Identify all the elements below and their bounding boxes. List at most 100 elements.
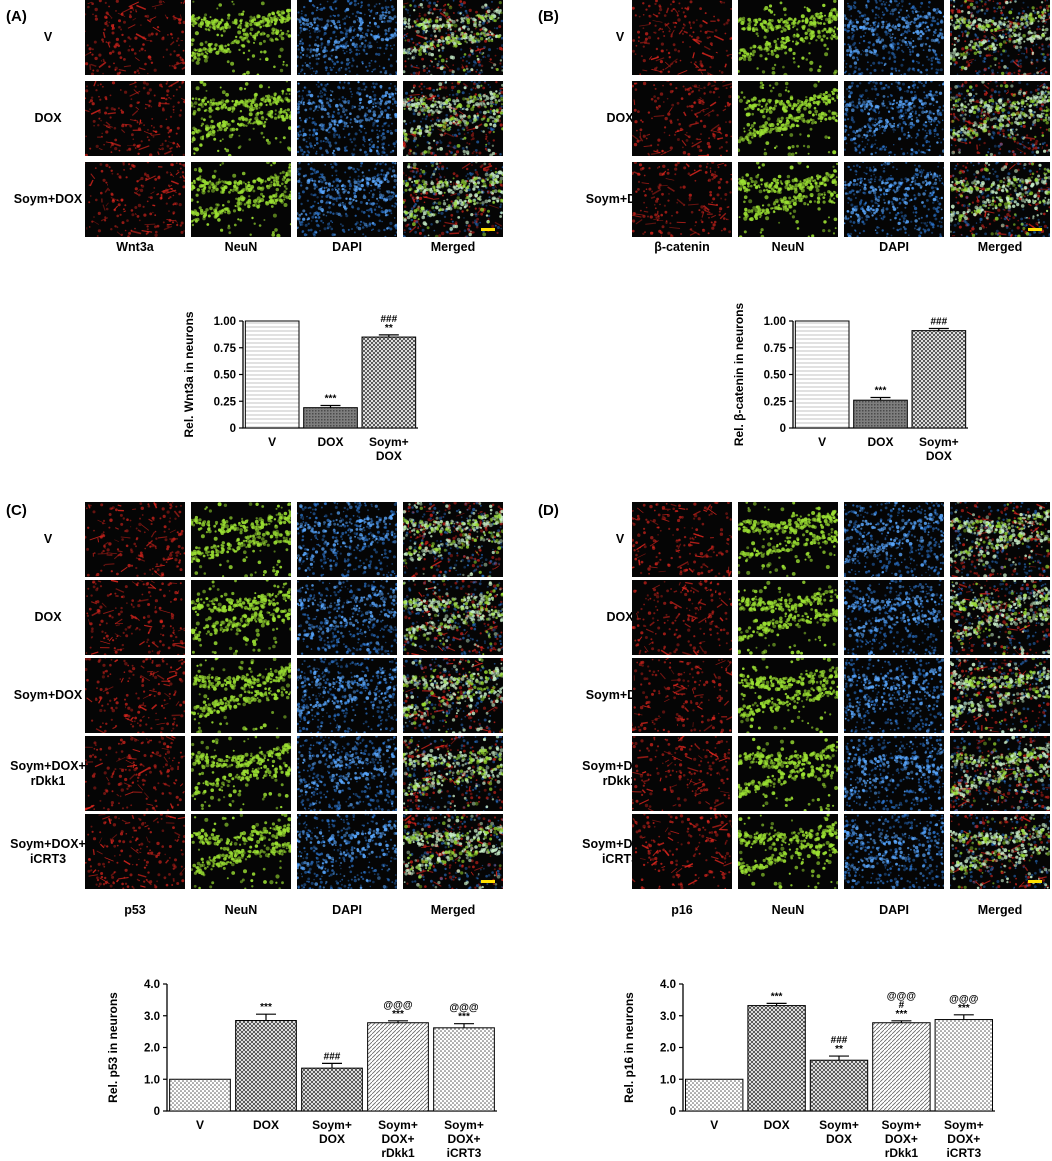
column-label: DAPI <box>297 240 397 254</box>
category-label: V <box>818 435 826 449</box>
category-label: Soym+ <box>882 1118 922 1132</box>
significance-label: ### <box>380 314 397 325</box>
error-bar <box>928 327 949 331</box>
category-label: DOX <box>317 435 343 449</box>
dapi-channel-image <box>844 502 944 577</box>
marker-channel-image <box>632 658 732 733</box>
y-tick-label: 0.50 <box>764 370 786 382</box>
category-label: DOX <box>319 1132 345 1146</box>
y-axis-label: Rel. Wnt3a in neurons <box>182 311 196 437</box>
column-label: p53 <box>85 903 185 917</box>
bar <box>934 1019 994 1112</box>
bar <box>911 330 967 429</box>
column-label: Merged <box>950 903 1050 917</box>
error-bar <box>953 1014 974 1020</box>
neun-channel-image <box>191 736 291 811</box>
row-label: DOX <box>575 610 665 625</box>
marker-channel-image <box>632 0 732 75</box>
category-label: DOX+ <box>447 1132 480 1146</box>
marker-channel-image <box>85 81 185 156</box>
error-bar <box>766 1002 787 1006</box>
category-label: iCRT3 <box>946 1146 981 1160</box>
y-tick-label: 4.0 <box>660 979 676 991</box>
row-label: Soym+DOX <box>3 192 93 207</box>
row-label: Soym+DOX+ rDkk1 <box>3 759 93 789</box>
dapi-channel-image <box>297 736 397 811</box>
error-bar <box>891 1020 912 1023</box>
neun-channel-image <box>738 580 838 655</box>
row-label: V <box>575 30 665 45</box>
bar <box>433 1027 495 1112</box>
panel-letter: (B) <box>538 8 559 25</box>
marker-channel-image <box>85 736 185 811</box>
dapi-channel-image <box>297 0 397 75</box>
bar-chart-svg: 0 1.0 2.0 3.0 4.0 Rel. p16 in neurons V *** DOX #… <box>622 979 995 1160</box>
category-label: Soym+ <box>312 1118 352 1132</box>
significance-label: @@@ <box>949 994 979 1005</box>
marker-channel-image <box>85 162 185 237</box>
marker-channel-image <box>85 658 185 733</box>
column-label: Merged <box>403 240 503 254</box>
error-bar <box>388 1020 408 1023</box>
y-tick-label: 1.0 <box>144 1074 160 1086</box>
category-label: DOX <box>253 1118 279 1132</box>
category-label: DOX+ <box>885 1132 918 1146</box>
significance-label: *** <box>260 1002 272 1013</box>
merged-image <box>403 580 503 655</box>
marker-channel-image <box>632 580 732 655</box>
dapi-channel-image <box>844 81 944 156</box>
significance-label: @@@ <box>383 1000 413 1011</box>
neun-channel-image <box>191 81 291 156</box>
column-label: NeuN <box>191 903 291 917</box>
y-tick-label: 1.0 <box>660 1074 676 1086</box>
row-label: DOX <box>3 111 93 126</box>
error-bar <box>256 1013 276 1021</box>
y-tick-label: 4.0 <box>144 979 160 991</box>
row-label: DOX <box>3 610 93 625</box>
category-label: DOX+ <box>381 1132 414 1146</box>
neun-channel-image <box>738 814 838 889</box>
column-label: p16 <box>632 903 732 917</box>
panel-letter: (C) <box>6 502 27 519</box>
significance-label: *** <box>771 991 783 1002</box>
y-tick-label: 0.75 <box>764 343 787 355</box>
bar-chart: 0 0.25 0.50 0.75 1.00 Rel. Wnt3a in neurons V *… <box>150 305 440 480</box>
y-tick-label: 0.75 <box>214 343 237 355</box>
bar <box>747 1005 806 1112</box>
merged-image <box>950 502 1050 577</box>
merged-image <box>950 814 1050 889</box>
neun-channel-image <box>191 0 291 75</box>
bar <box>809 1059 869 1112</box>
error-bar <box>870 396 891 401</box>
row-label: V <box>3 30 93 45</box>
y-tick-label: 1.00 <box>214 316 236 328</box>
merged-image <box>950 580 1050 655</box>
y-tick-label: 3.0 <box>660 1011 676 1023</box>
bar <box>872 1022 931 1112</box>
category-label: Soym+ <box>819 1118 859 1132</box>
dapi-channel-image <box>297 658 397 733</box>
marker-channel-image <box>632 81 732 156</box>
y-axis-label: Rel. p16 in neurons <box>622 992 636 1103</box>
neun-channel-image <box>738 736 838 811</box>
dapi-channel-image <box>844 736 944 811</box>
column-label: Merged <box>950 240 1050 254</box>
y-tick-label: 0 <box>780 423 786 435</box>
category-label: V <box>268 435 276 449</box>
y-tick-label: 1.00 <box>764 316 786 328</box>
category-label: DOX <box>764 1118 790 1132</box>
category-label: DOX <box>376 449 402 463</box>
marker-channel-image <box>632 736 732 811</box>
y-tick-label: 2.0 <box>660 1043 676 1055</box>
significance-label: ** <box>385 323 393 334</box>
significance-label: *** <box>325 394 337 405</box>
category-label: Soym+ <box>369 435 409 449</box>
merged-image <box>403 502 503 577</box>
merged-image <box>950 0 1050 75</box>
column-label: DAPI <box>844 903 944 917</box>
neun-channel-image <box>738 658 838 733</box>
y-tick-label: 0.25 <box>764 396 787 408</box>
category-label: V <box>196 1118 204 1132</box>
marker-channel-image <box>85 502 185 577</box>
significance-label: @@@ <box>449 1003 479 1014</box>
